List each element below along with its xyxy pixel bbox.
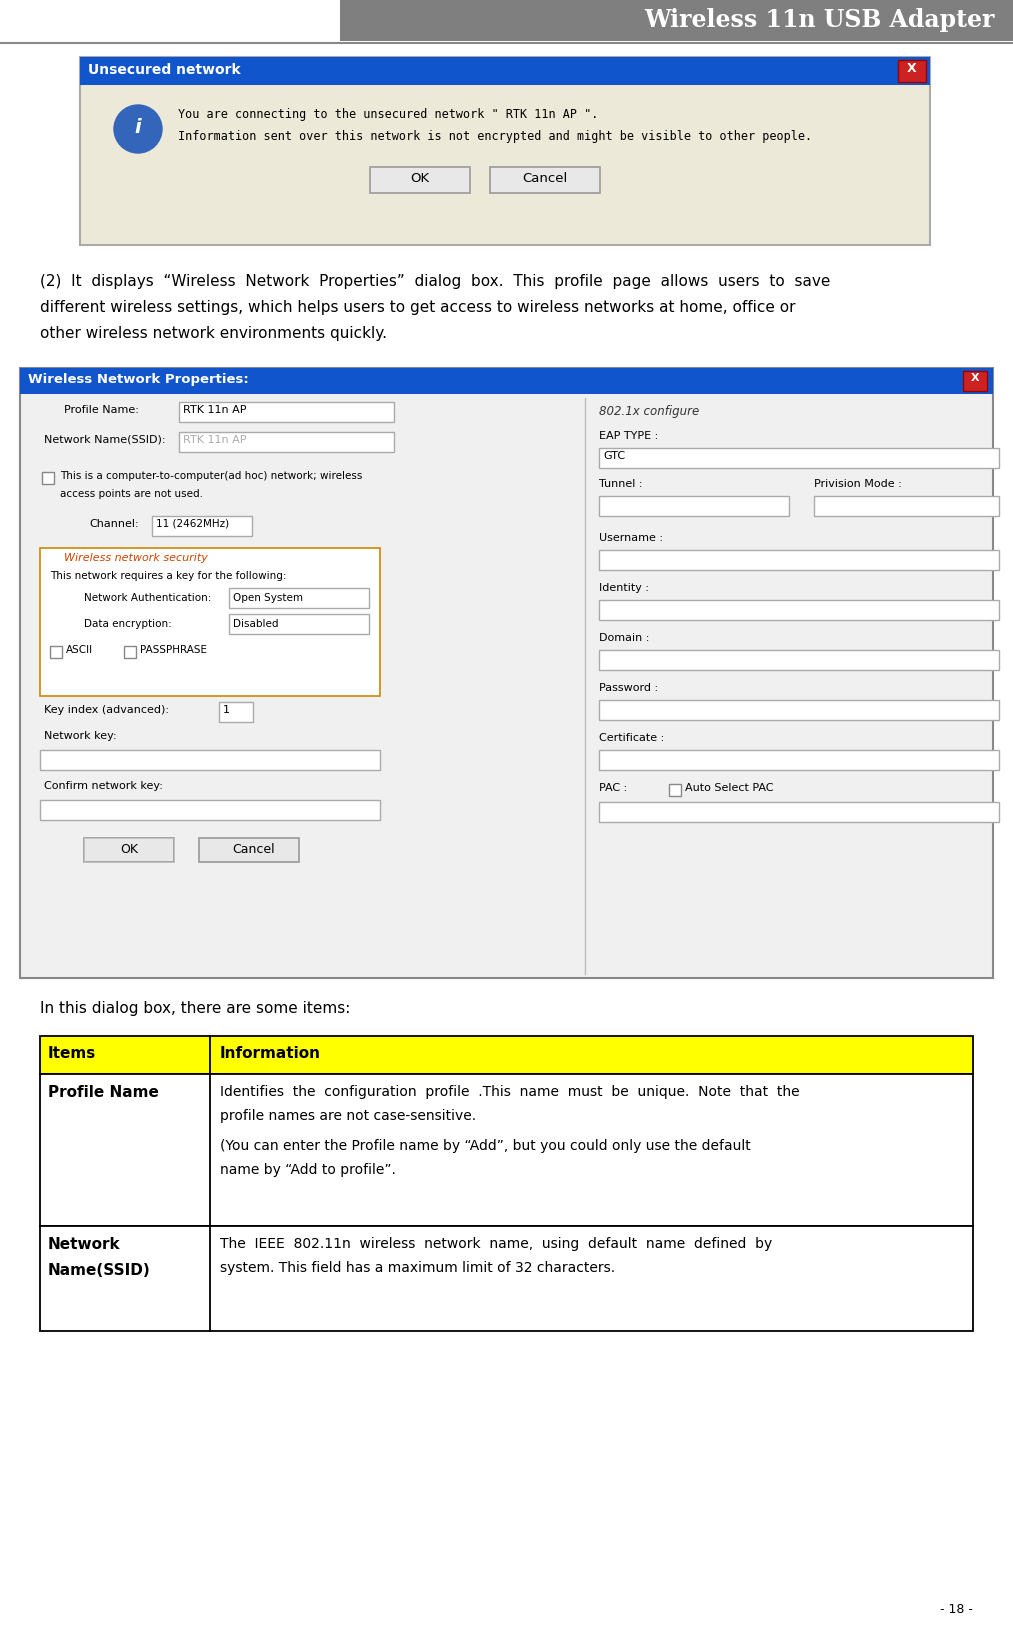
- Text: OK: OK: [120, 843, 138, 856]
- Text: The  IEEE  802.11n  wireless  network  name,  using  default  name  defined  by: The IEEE 802.11n wireless network name, …: [220, 1236, 772, 1250]
- Bar: [199, 838, 299, 862]
- Text: RTK 11n AP: RTK 11n AP: [183, 404, 246, 414]
- Bar: [40, 750, 380, 771]
- Text: Password :: Password :: [599, 683, 658, 693]
- Bar: [219, 703, 253, 722]
- Circle shape: [114, 106, 162, 153]
- Text: 11 (2462MHz): 11 (2462MHz): [156, 518, 229, 528]
- Text: Key index (advanced):: Key index (advanced):: [44, 704, 169, 714]
- Bar: [490, 168, 600, 194]
- Bar: [42, 473, 54, 484]
- Text: different wireless settings, which helps users to get access to wireless network: different wireless settings, which helps…: [40, 300, 795, 315]
- Text: Identifies  the  configuration  profile  .This  name  must  be  unique.  Note  t: Identifies the configuration profile .Th…: [220, 1084, 799, 1099]
- Text: Confirm network key:: Confirm network key:: [44, 781, 163, 791]
- Bar: [599, 600, 999, 621]
- Bar: [229, 615, 369, 634]
- Text: Profile Name:: Profile Name:: [64, 404, 139, 414]
- Text: profile names are not case-sensitive.: profile names are not case-sensitive.: [220, 1108, 476, 1123]
- Bar: [80, 59, 930, 86]
- Text: GTC: GTC: [603, 452, 625, 461]
- Bar: [179, 403, 394, 422]
- Bar: [84, 838, 174, 862]
- Bar: [40, 1074, 973, 1226]
- Text: This is a computer-to-computer(ad hoc) network; wireless: This is a computer-to-computer(ad hoc) n…: [60, 471, 363, 481]
- Text: RTK 11n AP: RTK 11n AP: [183, 435, 246, 445]
- Text: Open System: Open System: [233, 593, 303, 603]
- Bar: [124, 647, 136, 659]
- Text: You are connecting to the unsecured network " RTK 11n AP ".: You are connecting to the unsecured netw…: [178, 108, 599, 121]
- Text: PASSPHRASE: PASSPHRASE: [140, 644, 207, 655]
- Text: 802.1x configure: 802.1x configure: [599, 404, 699, 417]
- Bar: [40, 800, 380, 820]
- Bar: [599, 551, 999, 570]
- Text: Network: Network: [48, 1236, 121, 1252]
- Bar: [599, 497, 789, 517]
- Bar: [898, 60, 926, 83]
- Bar: [20, 368, 993, 978]
- Bar: [599, 701, 999, 720]
- Bar: [340, 0, 1013, 42]
- Text: Profile Name: Profile Name: [48, 1084, 159, 1099]
- Text: Certificate :: Certificate :: [599, 732, 665, 743]
- Text: access points are not used.: access points are not used.: [60, 489, 203, 499]
- Text: other wireless network environments quickly.: other wireless network environments quic…: [40, 326, 387, 341]
- Bar: [179, 432, 394, 453]
- Bar: [669, 784, 681, 797]
- Text: X: X: [970, 373, 980, 383]
- Text: Information sent over this network is not encrypted and might be visible to othe: Information sent over this network is no…: [178, 130, 812, 143]
- Text: name by “Add to profile”.: name by “Add to profile”.: [220, 1162, 396, 1177]
- Text: ASCII: ASCII: [66, 644, 93, 655]
- Bar: [20, 368, 993, 394]
- Bar: [599, 650, 999, 670]
- Text: Domain :: Domain :: [599, 632, 649, 642]
- Bar: [963, 372, 987, 391]
- Text: Wireless network security: Wireless network security: [64, 553, 208, 562]
- Text: (You can enter the Profile name by “Add”, but you could only use the default: (You can enter the Profile name by “Add”…: [220, 1138, 751, 1152]
- Bar: [152, 517, 252, 536]
- Text: Channel:: Channel:: [89, 518, 139, 528]
- Text: X: X: [908, 62, 917, 75]
- Text: Privision Mode :: Privision Mode :: [814, 479, 902, 489]
- Text: Username :: Username :: [599, 533, 663, 543]
- Text: In this dialog box, there are some items:: In this dialog box, there are some items…: [40, 1001, 350, 1015]
- Text: This network requires a key for the following:: This network requires a key for the foll…: [50, 570, 287, 580]
- Text: Name(SSID): Name(SSID): [48, 1262, 151, 1278]
- Text: i: i: [135, 117, 141, 137]
- Text: Auto Select PAC: Auto Select PAC: [685, 782, 774, 792]
- Text: Identity :: Identity :: [599, 582, 649, 593]
- Bar: [599, 750, 999, 771]
- Bar: [40, 549, 380, 696]
- Text: (2)  It  displays  “Wireless  Network  Properties”  dialog  box.  This  profile : (2) It displays “Wireless Network Proper…: [40, 274, 831, 289]
- Text: Network key:: Network key:: [44, 730, 116, 740]
- Text: Network Authentication:: Network Authentication:: [84, 593, 212, 603]
- Text: Tunnel :: Tunnel :: [599, 479, 642, 489]
- Bar: [40, 1226, 973, 1332]
- Bar: [80, 59, 930, 246]
- Bar: [40, 1037, 973, 1074]
- Text: Data encryption:: Data encryption:: [84, 619, 172, 629]
- Text: OK: OK: [410, 171, 430, 184]
- Text: Cancel: Cancel: [233, 843, 276, 856]
- Text: - 18 -: - 18 -: [940, 1602, 973, 1615]
- Bar: [599, 802, 999, 823]
- Text: system. This field has a maximum limit of 32 characters.: system. This field has a maximum limit o…: [220, 1260, 615, 1275]
- Bar: [599, 448, 999, 469]
- Bar: [50, 647, 62, 659]
- Text: Wireless 11n USB Adapter: Wireless 11n USB Adapter: [644, 8, 995, 33]
- Text: Wireless Network Properties:: Wireless Network Properties:: [28, 373, 249, 386]
- Text: Cancel: Cancel: [523, 171, 567, 184]
- Bar: [814, 497, 999, 517]
- Text: Unsecured network: Unsecured network: [88, 64, 241, 77]
- Text: Disabled: Disabled: [233, 619, 279, 629]
- Text: Information: Information: [220, 1045, 321, 1061]
- Text: EAP TYPE :: EAP TYPE :: [599, 430, 658, 440]
- Text: Network Name(SSID):: Network Name(SSID):: [44, 435, 165, 445]
- Text: Items: Items: [48, 1045, 96, 1061]
- Bar: [370, 168, 470, 194]
- Text: 1: 1: [223, 704, 230, 714]
- Bar: [229, 588, 369, 608]
- Text: PAC :: PAC :: [599, 782, 627, 792]
